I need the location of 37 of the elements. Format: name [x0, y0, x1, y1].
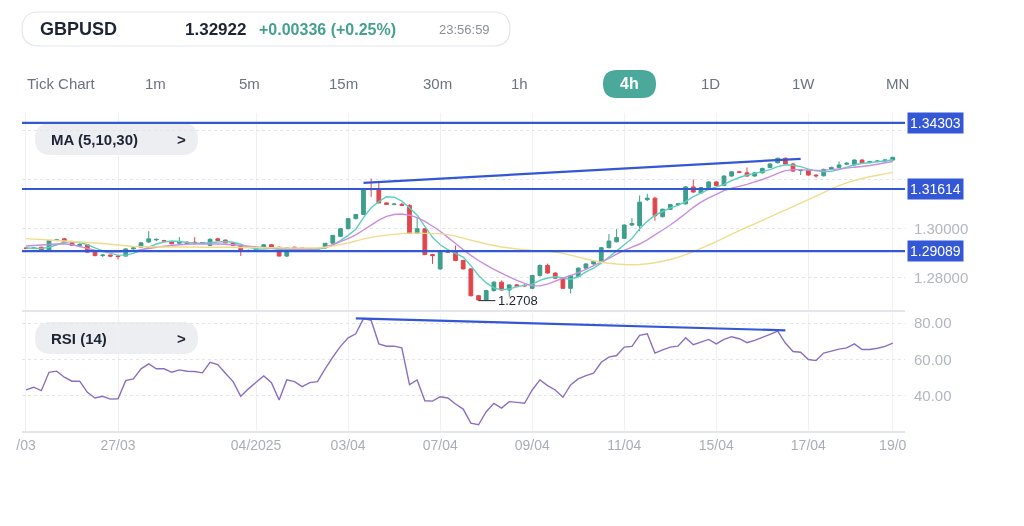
text: 23:56:59: [439, 22, 490, 37]
annotation: RSI (14): [51, 330, 107, 347]
y-tick-label: 1.28000: [914, 269, 969, 287]
text: Tick Chart: [27, 75, 96, 92]
annotation: 1.2708: [498, 293, 538, 308]
x-tick-label: 11/04: [607, 436, 642, 453]
y-tick-label: 80.00: [914, 314, 952, 332]
ref-line-label: 1.34303: [910, 115, 961, 131]
text: 4h: [620, 75, 639, 92]
text: 1W: [792, 75, 816, 92]
chart-title: GBPUSD: [40, 19, 118, 39]
x-tick-label: 07/04: [422, 436, 458, 453]
text: 30m: [423, 75, 453, 92]
text: 5m: [239, 75, 260, 92]
annotation: >: [177, 330, 186, 347]
text: +0.00336 (+0.25%): [259, 21, 396, 38]
text: MN: [886, 75, 910, 92]
text: 1.32922: [185, 20, 247, 39]
text: 1D: [701, 75, 721, 92]
ref-line-label: 1.31614: [910, 181, 961, 197]
text: 15m: [329, 75, 359, 92]
annotation: MA (5,10,30): [51, 131, 138, 148]
text: 1m: [145, 75, 166, 92]
y-tick-label: 40.00: [914, 387, 952, 405]
x-tick-label: 17/04: [790, 436, 827, 453]
y-tick-label: 1.30000: [914, 219, 969, 237]
x-tick-label: 27/03: [100, 436, 136, 453]
text: 1h: [511, 75, 528, 92]
annotation: >: [177, 131, 186, 148]
ref-line-label: 1.29089: [910, 243, 961, 259]
x-tick-label: 15/04: [698, 436, 735, 453]
x-tick-label: 19/0: [879, 436, 907, 453]
x-tick-label: 03/04: [330, 436, 366, 453]
x-tick-label: /03: [16, 436, 36, 453]
x-tick-label: 09/04: [514, 436, 550, 453]
x-tick-label: 04/2025: [230, 436, 282, 453]
y-tick-label: 60.00: [914, 350, 952, 368]
